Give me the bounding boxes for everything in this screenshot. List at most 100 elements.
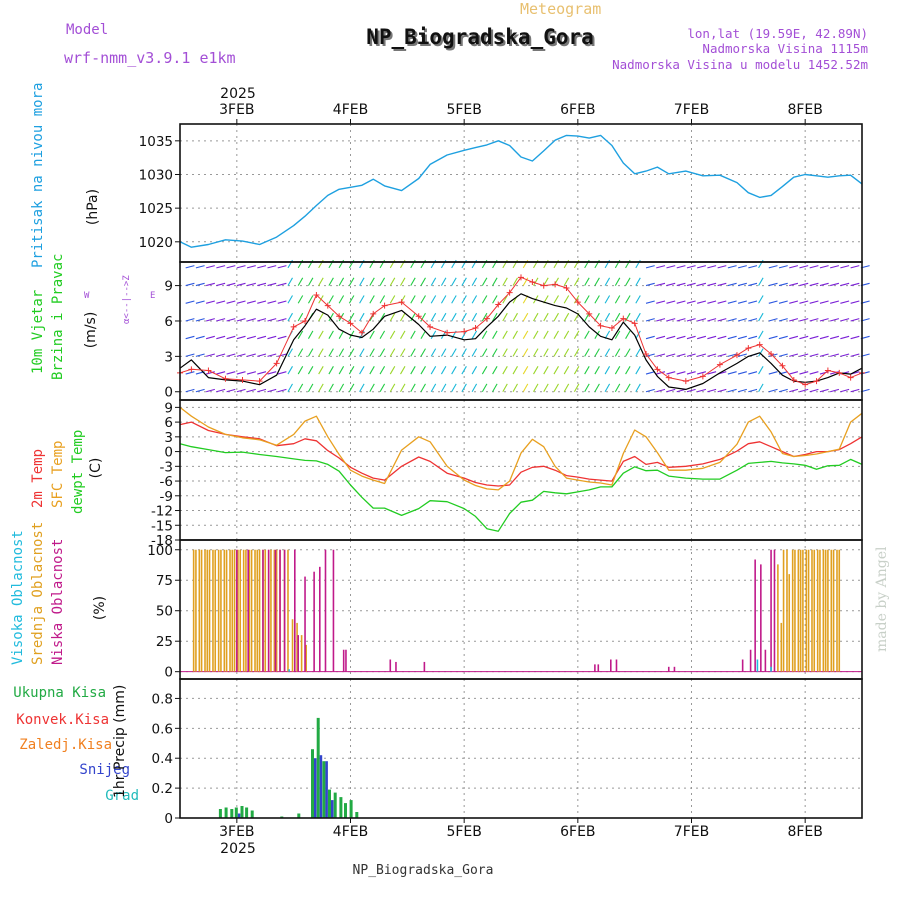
wind-barb <box>799 388 809 393</box>
wind-barb <box>584 312 590 322</box>
wind-barb <box>563 295 570 304</box>
wind-barb <box>471 312 478 322</box>
wind-barb <box>625 366 631 375</box>
wind-barb <box>789 353 799 357</box>
wind-barb <box>267 353 277 357</box>
wind-barb <box>481 383 488 393</box>
wind-barb <box>758 383 764 393</box>
panel-3: 0 25 50 75 100 <box>147 540 862 681</box>
wind-barb <box>348 348 355 357</box>
precip-total-bar <box>234 807 238 818</box>
wind-barb <box>369 277 375 286</box>
wind-barb <box>748 335 758 340</box>
precip-total-bar <box>355 812 359 818</box>
wind-barb <box>307 348 314 357</box>
wind-barb <box>277 335 287 340</box>
elevation-label: Nadmorska Visina 1115m <box>702 41 868 56</box>
wind-barb <box>410 348 416 357</box>
day-label-bottom: 7FEB <box>674 824 709 840</box>
wind-barb <box>604 366 611 375</box>
wind-barb <box>389 312 396 322</box>
wind-barb <box>789 335 799 340</box>
wind-barb <box>297 295 304 304</box>
wind-barb <box>420 348 426 357</box>
wind-barb <box>604 383 611 393</box>
temp-label-2m: 2m Temp <box>30 449 46 508</box>
wind-barb <box>645 318 655 322</box>
wind-barb <box>379 348 386 357</box>
wind-barb <box>573 383 580 393</box>
wind-barb <box>338 330 345 339</box>
wind-barb <box>246 265 256 269</box>
wind-barb <box>226 300 236 304</box>
wind-gust-marker <box>381 302 388 309</box>
wind-barb <box>697 282 707 287</box>
wind-barb <box>604 348 611 357</box>
wind-barb <box>543 312 549 322</box>
wind-barb <box>257 371 267 375</box>
wind-barb <box>236 300 246 304</box>
model-label: Model <box>66 22 108 38</box>
wind-barb <box>277 300 287 304</box>
wind-barb <box>226 265 236 269</box>
wind-barb <box>748 300 758 304</box>
wind-barb <box>297 277 304 286</box>
wind-barb <box>543 330 549 339</box>
wind-barb <box>758 348 764 357</box>
wind-barb <box>400 330 406 339</box>
wind-barb <box>697 388 707 393</box>
wind-barb <box>257 353 267 357</box>
wind-barb <box>502 295 508 304</box>
panel-1: 0 3 6 9 <box>164 259 870 401</box>
wind-barb <box>850 265 860 269</box>
wind-barb <box>216 318 226 322</box>
wind-barb <box>287 277 293 286</box>
wind-gust-marker <box>398 299 405 306</box>
wind-barb <box>573 330 580 339</box>
day-label-top: 3FEB <box>219 102 254 118</box>
wind-barb <box>267 388 277 393</box>
wind-barb <box>697 318 707 322</box>
wind-barb <box>768 371 778 375</box>
wind-barb <box>389 383 396 393</box>
wind-barb <box>369 383 375 393</box>
wind-barb <box>799 265 809 269</box>
wind-barb <box>481 277 488 286</box>
wind-barb <box>809 353 819 357</box>
cloud-unit: (%) <box>92 596 108 620</box>
wind-gust-marker <box>506 289 513 296</box>
wind-barb <box>614 295 621 304</box>
wind-barb <box>410 366 416 375</box>
wind-barb <box>594 312 600 322</box>
wind-barb <box>727 388 737 393</box>
wind-barb <box>614 348 621 357</box>
wind-barb <box>318 348 324 357</box>
wind-gust-marker <box>290 323 297 330</box>
wind-barb <box>533 312 539 322</box>
wind-barb <box>522 348 529 357</box>
wind-barb <box>277 353 287 357</box>
precip-snow-bar <box>314 758 317 818</box>
wind-barb <box>226 282 236 287</box>
y-tick-label: 9 <box>164 400 173 416</box>
wind-barb <box>257 388 267 393</box>
wind-barb <box>195 353 205 357</box>
panel-4: 0 0.2 0.4 0.6 0.8 <box>152 679 862 827</box>
wind-gust-marker <box>790 376 797 383</box>
wind-barb <box>257 282 267 287</box>
precip-snow-bar <box>331 800 334 818</box>
wind-barb <box>635 295 641 304</box>
wind-barb <box>809 335 819 340</box>
wind-barb <box>543 366 549 375</box>
wind-barb <box>563 330 570 339</box>
wind-barb <box>216 335 226 340</box>
y-tick-label: 0.2 <box>152 781 173 797</box>
wind-barb <box>420 295 426 304</box>
wind-barb <box>809 371 819 375</box>
wind-barb <box>819 282 829 287</box>
day-label-bottom: 3FEB <box>219 824 254 840</box>
precip-total-bar <box>224 807 228 818</box>
wind-barb <box>604 277 611 286</box>
wind-barb <box>430 383 437 393</box>
wind-barb <box>666 265 676 269</box>
